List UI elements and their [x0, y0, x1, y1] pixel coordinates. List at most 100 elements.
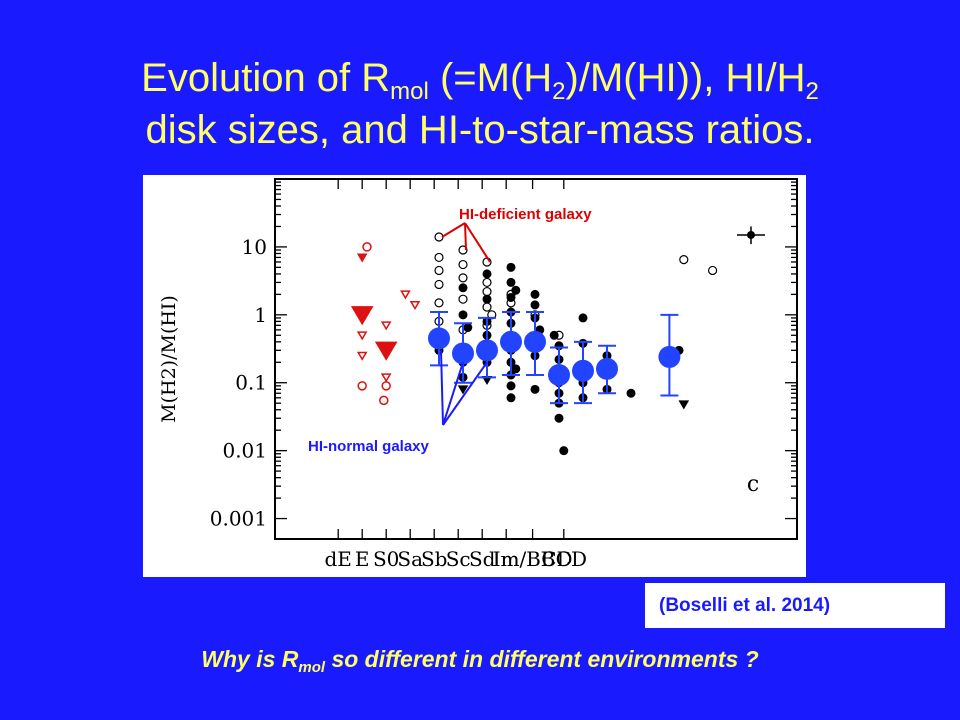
y-tick-label: 0.1 — [235, 371, 267, 395]
early-type-upper-limit — [356, 331, 368, 341]
y-tick-label: 10 — [242, 235, 267, 259]
slide-title-line-1: Evolution of Rmol (=M(H2)/M(HI)), HI/H2 — [0, 52, 960, 104]
hi-normal-point — [511, 364, 521, 374]
hi-normal-point — [530, 289, 540, 299]
title-subscript-2b: 2 — [805, 78, 819, 105]
early-type-point — [357, 381, 367, 391]
mean-point — [572, 359, 594, 382]
mean-point — [658, 345, 681, 368]
hi-normal-pointer — [442, 361, 464, 426]
hi-normal-point — [506, 292, 516, 302]
panel-label: c — [747, 472, 759, 497]
y-tick-label: 1 — [254, 303, 267, 327]
x-tick-label: Sc — [446, 547, 471, 571]
hi-normal-point — [530, 300, 540, 310]
mean-point — [500, 330, 522, 353]
hi-deficient-annotation: HI-deficient galaxy — [459, 206, 592, 223]
hi-deficient-pointer — [464, 222, 467, 251]
early-type-point — [381, 381, 391, 391]
hi-deficient-pointer — [464, 222, 491, 263]
hi-deficient-point — [434, 232, 444, 242]
mean-point — [596, 357, 618, 380]
hi-deficient-point — [458, 294, 468, 304]
hi-normal-point — [578, 313, 588, 323]
question-text-b: so different in different environments ? — [325, 646, 759, 672]
question-text: Why is Rmol so different in different en… — [0, 646, 960, 676]
hi-normal-pointer — [442, 361, 488, 426]
early-type-upper-limit — [356, 253, 368, 263]
plot-panel: 10 1 0.1 0.01 0.001 M(H2)/M(HI) dE E S0 Sa Sb Sc Sd I… — [143, 175, 806, 577]
hi-normal-point — [506, 381, 516, 391]
hi-normal-point — [530, 384, 540, 394]
early-type-upper-limit — [356, 351, 368, 361]
y-axis-label: M(H2)/M(HI) — [158, 295, 180, 423]
hi-normal-point — [458, 310, 468, 320]
hi-normal-pointer — [440, 350, 444, 426]
hi-deficient-point — [434, 298, 444, 308]
x-tick-label: Sa — [397, 547, 423, 571]
question-subscript-mol: mol — [298, 659, 326, 676]
hi-normal-point — [458, 283, 468, 293]
title-subscript-mol: mol — [390, 78, 429, 105]
early-type-upper-limit — [380, 373, 392, 383]
title-text-a: Evolution of R — [141, 56, 391, 100]
hi-normal-point — [549, 330, 559, 340]
early-type-point — [362, 242, 372, 252]
hi-deficient-point — [458, 273, 468, 283]
hi-normal-point — [506, 277, 516, 287]
hi-deficient-point — [482, 277, 492, 288]
x-tick-label: S0 — [373, 547, 399, 571]
hi-normal-point — [511, 285, 521, 295]
x-tick-label: Im — [493, 547, 520, 571]
y-tick-label: 0.01 — [222, 439, 267, 463]
title-subscript-2a: 2 — [552, 78, 566, 105]
hi-deficient-point — [434, 265, 444, 276]
early-type-upper-limit — [380, 321, 392, 331]
early-type-point — [379, 395, 389, 406]
hi-deficient-point — [434, 279, 444, 290]
mean-point — [428, 327, 450, 350]
hi-deficient-point — [679, 255, 689, 265]
question-text-a: Why is R — [201, 646, 299, 672]
hi-deficient-point — [707, 265, 718, 276]
hi-deficient-point — [482, 286, 492, 297]
hi-normal-point — [463, 323, 473, 333]
title-text-b: (=M(H — [428, 56, 553, 100]
scatter-chart: 10 1 0.1 0.01 0.001 M(H2)/M(HI) dE E S0SaSbScSdI… — [158, 178, 798, 571]
hi-normal-point — [482, 294, 492, 304]
hi-normal-point — [626, 388, 636, 398]
upper-limit-point — [457, 385, 469, 395]
error-bar-sample-point — [747, 230, 755, 239]
slide-title: Evolution of Rmol (=M(H2)/M(HI)), HI/H2 … — [0, 52, 960, 156]
mean-point — [476, 339, 498, 362]
hi-normal-point — [559, 446, 569, 456]
early-type-upper-limit — [400, 290, 411, 300]
x-tick-label: Im/BCD — [493, 547, 573, 571]
early-type-upper-limit-large — [350, 306, 374, 326]
x-tick-label: dE — [324, 547, 351, 571]
upper-limit-point — [678, 400, 690, 410]
early-type-upper-limit — [409, 300, 421, 310]
x-tick-label: E — [355, 547, 370, 571]
hi-deficient-point — [458, 259, 468, 270]
hi-normal-point — [554, 413, 564, 423]
citation-box: (Boselli et al. 2014) — [645, 583, 945, 628]
mean-point — [452, 342, 474, 365]
hi-normal-point — [506, 393, 516, 403]
hi-normal-point — [482, 269, 492, 279]
hi-deficient-point — [482, 302, 492, 312]
hi-deficient-pointer — [441, 222, 466, 238]
mean-point — [548, 363, 570, 386]
hi-normal-point — [506, 262, 516, 272]
x-tick-label: Sb — [421, 547, 448, 571]
slide-title-line-2: disk sizes, and HI-to-star-mass ratios. — [145, 108, 815, 152]
hi-normal-annotation: HI-normal galaxy — [308, 438, 430, 455]
x-tick-label: Sd — [469, 547, 496, 571]
title-text-c: )/M(HI)), HI/H — [565, 56, 806, 100]
x-tick-label: BCD — [541, 547, 587, 571]
plot-frame — [274, 178, 798, 540]
hi-deficient-point — [434, 252, 444, 263]
y-tick-label: 0.001 — [210, 507, 267, 531]
early-type-upper-limit-large — [374, 341, 398, 361]
mean-point — [524, 330, 546, 353]
